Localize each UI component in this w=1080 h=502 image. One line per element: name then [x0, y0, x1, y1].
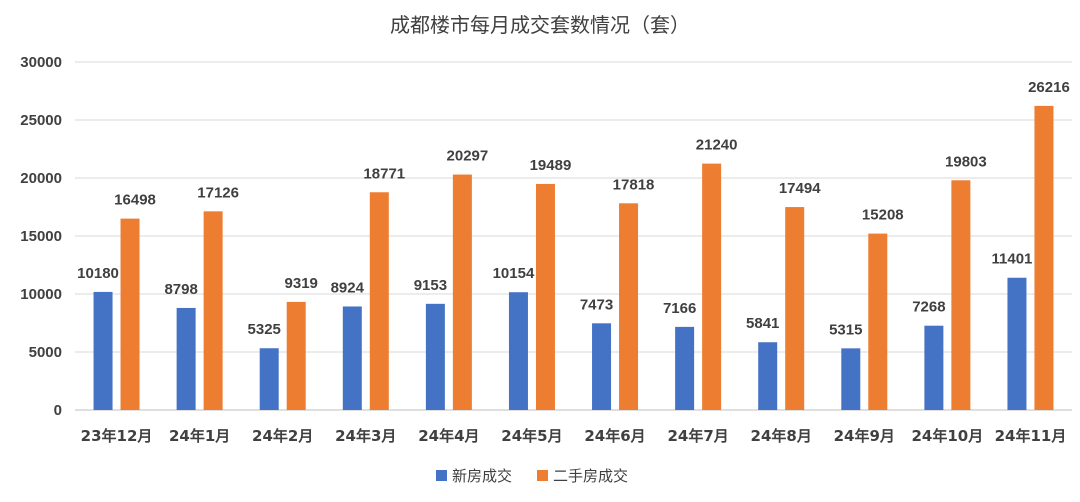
- bar-new-home: [592, 323, 612, 410]
- bar-new-home: [758, 342, 778, 410]
- bar-second-hand: [452, 174, 472, 410]
- data-label: 20297: [447, 148, 489, 165]
- data-label: 7473: [580, 296, 613, 313]
- legend-label: 新房成交: [452, 467, 512, 485]
- bar-new-home: [259, 348, 279, 410]
- bar-new-home: [1007, 277, 1027, 410]
- y-tick-label: 10000: [20, 286, 62, 303]
- x-tick-label: 24年5月: [501, 427, 562, 445]
- data-label: 17494: [779, 180, 821, 197]
- data-label: 17818: [613, 176, 655, 193]
- data-label: 10180: [77, 265, 119, 282]
- x-tick-label: 24年6月: [584, 427, 645, 445]
- x-tick-label: 24年11月: [995, 427, 1067, 445]
- gridlines: [75, 61, 1072, 411]
- data-label: 5841: [746, 315, 779, 332]
- data-label: 9319: [285, 275, 318, 292]
- bar-second-hand: [1034, 105, 1054, 410]
- bar-second-hand: [868, 233, 888, 410]
- x-tick-label: 24年4月: [418, 427, 479, 445]
- bar-second-hand: [785, 207, 805, 410]
- x-axis-ticks: 23年12月 24年1月 24年2月 24年3月 24年4月 24年5月 24年6月 24年7…: [81, 427, 1067, 445]
- y-tick-label: 5000: [29, 344, 62, 361]
- data-label: 10154: [493, 265, 535, 282]
- x-tick-label: 24年3月: [335, 427, 396, 445]
- bar-second-hand: [535, 183, 555, 410]
- legend: 新房成交 二手房成交: [436, 467, 628, 485]
- data-label: 7166: [663, 300, 696, 317]
- data-label: 5325: [248, 321, 281, 338]
- y-tick-label: 15000: [20, 228, 62, 245]
- legend-swatch: [436, 470, 447, 481]
- y-tick-label: 20000: [20, 170, 62, 187]
- data-label: 21240: [696, 137, 738, 154]
- data-label: 16498: [114, 192, 156, 209]
- y-tick-label: 0: [54, 402, 62, 419]
- bar-new-home: [924, 325, 944, 410]
- bar-new-home: [342, 306, 362, 410]
- data-label: 19803: [945, 153, 987, 170]
- x-tick-label: 24年10月: [912, 427, 984, 445]
- x-tick-label: 24年7月: [667, 427, 728, 445]
- bar-second-hand: [619, 203, 639, 410]
- legend-label: 二手房成交: [553, 467, 628, 485]
- bar-new-home: [841, 348, 861, 410]
- bar-new-home: [675, 326, 695, 410]
- bars: [93, 105, 1054, 410]
- data-label: 19489: [530, 157, 572, 174]
- data-label: 18771: [363, 165, 405, 182]
- data-label: 9153: [414, 277, 447, 294]
- y-tick-label: 25000: [20, 112, 62, 129]
- bar-second-hand: [120, 218, 140, 410]
- data-label: 5315: [829, 321, 862, 338]
- data-label: 15208: [862, 207, 904, 224]
- data-labels: 10180 16498 8798 17126 5325 9319 8924 18771 9153…: [77, 79, 1070, 338]
- y-tick-label: 30000: [20, 54, 62, 71]
- bar-new-home: [176, 307, 196, 410]
- data-label: 8798: [164, 281, 197, 298]
- data-label: 26216: [1028, 79, 1070, 96]
- x-tick-label: 24年1月: [169, 427, 230, 445]
- data-label: 17126: [197, 184, 239, 201]
- legend-swatch: [537, 470, 548, 481]
- data-label: 7268: [912, 299, 945, 316]
- bar-second-hand: [951, 180, 971, 410]
- chart-title: 成都楼市每月成交套数情况（套）: [390, 13, 690, 37]
- x-tick-label: 24年9月: [834, 427, 895, 445]
- y-axis-ticks: 0 5000 10000 15000 20000 25000 30000: [20, 54, 62, 419]
- x-tick-label: 23年12月: [81, 427, 153, 445]
- bar-second-hand: [369, 192, 389, 410]
- bar-new-home: [508, 292, 528, 410]
- x-tick-label: 24年8月: [751, 427, 812, 445]
- bar-new-home: [93, 291, 113, 410]
- bar-second-hand: [286, 301, 306, 410]
- bar-second-hand: [702, 163, 722, 410]
- bar-new-home: [425, 303, 445, 410]
- x-tick-label: 24年2月: [252, 427, 313, 445]
- data-label: 11401: [992, 251, 1033, 268]
- bar-second-hand: [203, 211, 223, 410]
- data-label: 8924: [331, 279, 365, 296]
